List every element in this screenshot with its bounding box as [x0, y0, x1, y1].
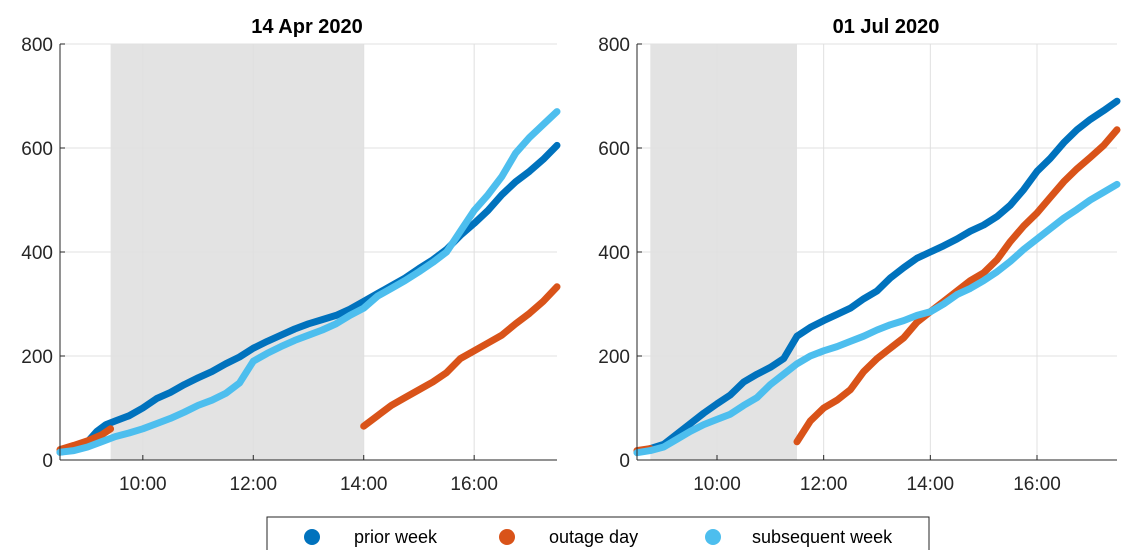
y-tick-label: 0 [619, 451, 630, 472]
plot-area: 10:00 12:00 14:00 16:00 0 200 400 600 800 [21, 35, 561, 495]
legend: prior week outage day subsequent week [266, 516, 930, 550]
series-line-subsequent-week [633, 180, 1121, 457]
x-tick-label: 10:00 [693, 474, 741, 495]
series-line-subsequent-week [56, 108, 561, 456]
series-line-outage-day [360, 283, 561, 430]
series-line-prior-week [56, 141, 561, 456]
series-line-prior-week [633, 97, 1121, 456]
x-tick-label: 16:00 [450, 474, 498, 495]
x-tick-label: 14:00 [340, 474, 388, 495]
y-tick-label: 400 [21, 243, 53, 264]
legend-box [266, 516, 930, 550]
plot-area: 10:00 12:00 14:00 16:00 0 200 400 600 800 [598, 35, 1121, 495]
chart-panel-left: 10:00 12:00 14:00 16:00 0 200 400 600 800 14 Apr… [21, 16, 561, 495]
legend-label-subsequent-week: subsequent week [752, 527, 893, 547]
y-tick-label: 200 [21, 347, 53, 368]
y-tick-label: 200 [598, 347, 630, 368]
legend-marker-outage-day [499, 529, 515, 545]
legend-label-outage-day: outage day [549, 527, 638, 547]
x-tick-label: 10:00 [119, 474, 167, 495]
x-tick-label: 12:00 [230, 474, 278, 495]
legend-label-prior-week: prior week [354, 527, 438, 547]
chart-panel-right: 10:00 12:00 14:00 16:00 0 200 400 600 800 01 Jul… [598, 16, 1121, 495]
chart-title-left: 14 Apr 2020 [251, 16, 363, 38]
y-tick-label: 0 [42, 451, 53, 472]
legend-marker-subsequent-week [705, 529, 721, 545]
x-tick-label: 14:00 [907, 474, 955, 495]
y-tick-label: 800 [21, 35, 53, 56]
y-tick-label: 400 [598, 243, 630, 264]
legend-marker-prior-week [304, 529, 320, 545]
y-tick-label: 800 [598, 35, 630, 56]
y-tick-label: 600 [21, 139, 53, 160]
x-tick-label: 12:00 [800, 474, 848, 495]
y-tick-label: 600 [598, 139, 630, 160]
series-line-outage-day [56, 425, 115, 454]
series-line-outage-day [793, 126, 1121, 446]
x-tick-label: 16:00 [1013, 474, 1061, 495]
chart-title-right: 01 Jul 2020 [833, 16, 940, 38]
